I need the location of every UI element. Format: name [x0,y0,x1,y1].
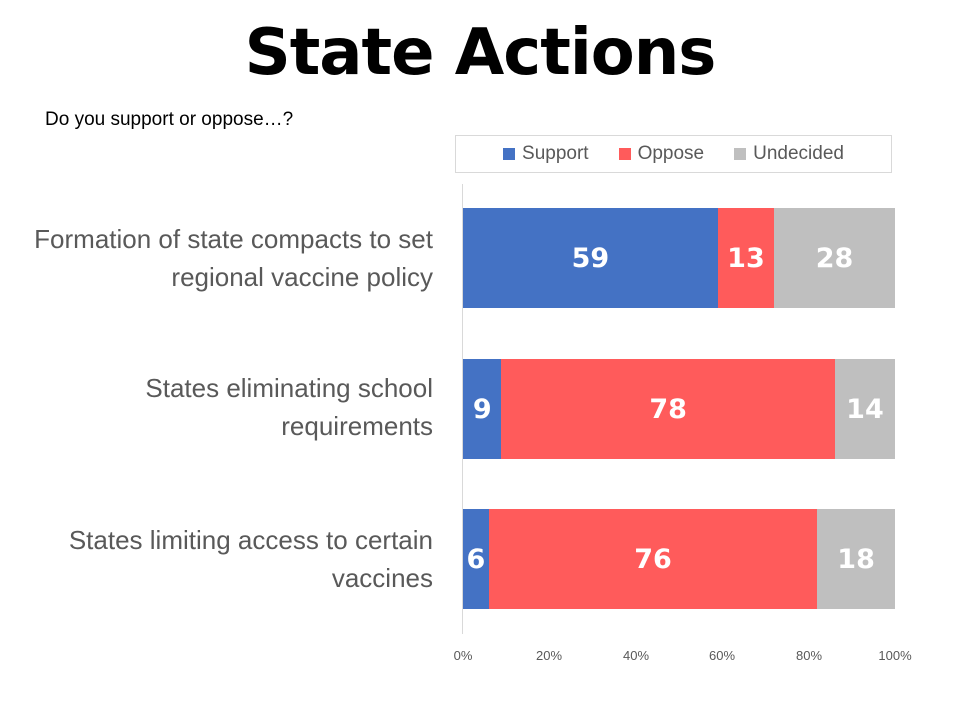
legend-label: Oppose [637,143,705,164]
stacked-bar: 6 76 18 [463,509,895,609]
bar-segment-oppose: 76 [488,509,818,609]
x-tick-label: 0% [453,648,473,663]
legend-label: Support [522,143,589,164]
stacked-bar: 9 78 14 [463,359,895,459]
category-label: Formation of state compacts to set regio… [34,224,433,292]
slide-title: State Actions [244,16,717,90]
category-axis-line [462,184,463,634]
bar-segment-undecided: 18 [817,509,895,609]
bar-segment-support: 59 [463,208,718,308]
undecided-swatch-icon [734,148,747,160]
legend-item-support: Support [503,143,589,165]
question-subtitle: Do you support or oppose…? [45,109,294,130]
bar-segment-support: 6 [463,509,489,609]
category-label: States limiting access to certain vaccin… [68,525,433,593]
stacked-bar: 59 13 28 [463,208,895,308]
legend-item-undecided: Undecided [734,143,844,165]
x-tick-label: 40% [622,648,650,663]
x-tick-label: 20% [535,648,563,663]
bar-segment-oppose: 13 [717,208,775,308]
legend-label: Undecided [753,143,844,164]
chart-legend: Support Oppose Undecided [455,135,892,173]
bar-segment-undecided: 28 [774,208,895,308]
x-tick-label: 100% [878,648,912,663]
oppose-swatch-icon [618,148,631,160]
x-tick-label: 80% [795,648,823,663]
category-label: States eliminating school requirements [145,373,433,441]
bar-segment-undecided: 14 [834,359,895,459]
support-swatch-icon [503,148,516,160]
x-tick-label: 60% [708,648,736,663]
bar-segment-support: 9 [463,359,502,459]
bar-segment-oppose: 78 [501,359,835,459]
legend-item-oppose: Oppose [618,143,705,165]
